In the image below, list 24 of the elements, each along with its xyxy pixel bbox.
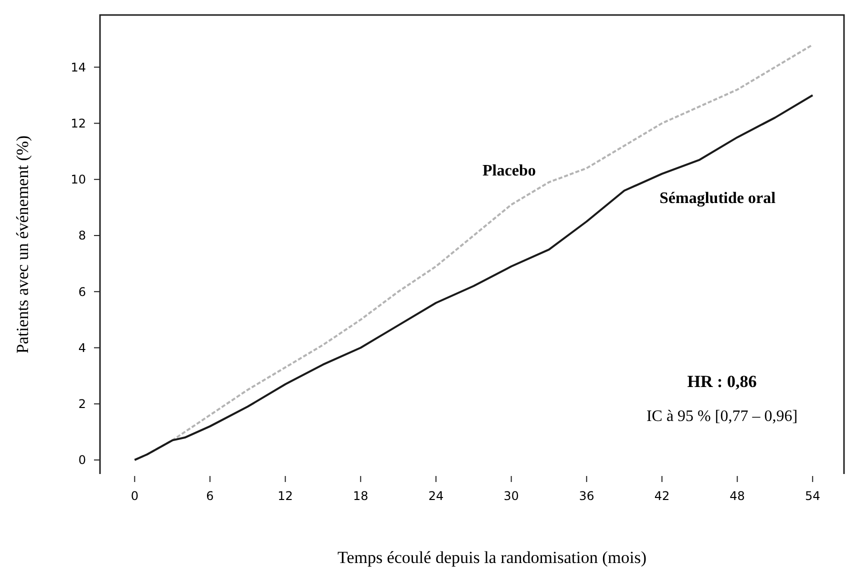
y-tick-label: 14 [70,60,86,74]
x-tick-label: 24 [428,489,444,503]
x-tick-label: 12 [278,489,293,503]
x-tick-label: 42 [654,489,670,503]
y-tick-label: 8 [78,228,86,243]
series-label: Placebo [482,162,536,180]
x-tick-label: 48 [730,489,745,503]
annotation: HR : 0,86 [687,372,757,391]
x-tick-label: 18 [353,489,368,503]
x-tick-label: 36 [578,489,594,503]
x-tick-label: 54 [804,489,820,503]
x-axis-title: Temps écoulé depuis la randomisation (mois) [338,548,646,567]
series-label: Sémaglutide oral [660,190,776,208]
x-tick-label: 6 [206,489,214,503]
x-tick-label: 30 [504,489,519,503]
annotation: IC à 95 % [0,77 – 0,96] [646,408,798,425]
y-tick-label: 6 [78,284,86,299]
y-tick-label: 4 [78,340,86,355]
y-tick-label: 12 [70,116,86,130]
y-axis-title: Patients avec un événement (%) [13,135,32,354]
x-tick-label: 0 [130,489,138,503]
y-tick-label: 0 [78,453,86,468]
y-tick-label: 2 [78,397,86,412]
y-tick-label: 10 [70,172,86,187]
